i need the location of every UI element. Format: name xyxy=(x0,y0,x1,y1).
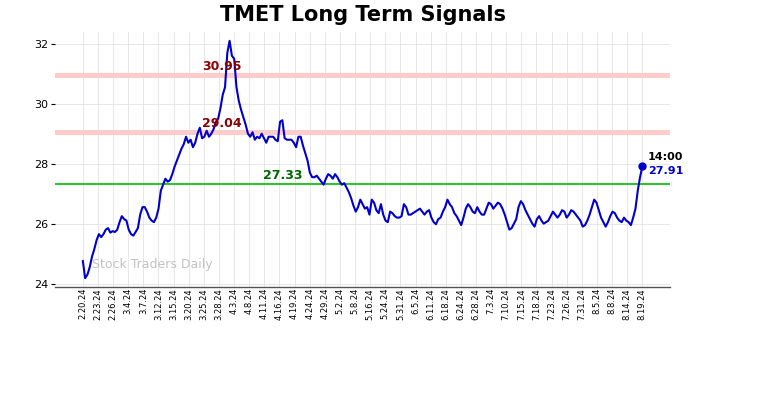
Text: 14:00: 14:00 xyxy=(648,152,684,162)
Text: 27.91: 27.91 xyxy=(648,166,684,176)
Text: 29.04: 29.04 xyxy=(202,117,241,130)
Bar xyxy=(55,130,670,135)
Text: 30.95: 30.95 xyxy=(202,60,241,73)
Text: 27.33: 27.33 xyxy=(263,169,302,182)
Title: TMET Long Term Signals: TMET Long Term Signals xyxy=(220,5,506,25)
Point xyxy=(636,163,648,170)
Text: Stock Traders Daily: Stock Traders Daily xyxy=(92,258,212,271)
Bar xyxy=(55,72,670,78)
